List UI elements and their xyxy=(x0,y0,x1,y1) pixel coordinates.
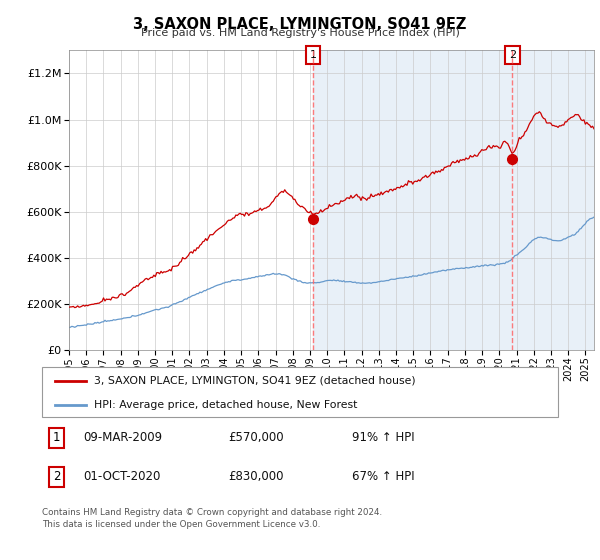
Text: £830,000: £830,000 xyxy=(228,470,283,483)
Text: 09-MAR-2009: 09-MAR-2009 xyxy=(83,431,163,445)
Text: HPI: Average price, detached house, New Forest: HPI: Average price, detached house, New … xyxy=(94,400,357,409)
Bar xyxy=(313,50,594,350)
Text: 2: 2 xyxy=(509,50,516,60)
FancyBboxPatch shape xyxy=(42,367,558,417)
Text: 3, SAXON PLACE, LYMINGTON, SO41 9EZ (detached house): 3, SAXON PLACE, LYMINGTON, SO41 9EZ (det… xyxy=(94,376,415,386)
Text: 2: 2 xyxy=(53,470,60,483)
Text: Contains HM Land Registry data © Crown copyright and database right 2024.
This d: Contains HM Land Registry data © Crown c… xyxy=(42,508,382,529)
Text: 01-OCT-2020: 01-OCT-2020 xyxy=(83,470,161,483)
Text: 1: 1 xyxy=(310,50,317,60)
Text: 91% ↑ HPI: 91% ↑ HPI xyxy=(352,431,414,445)
Text: 67% ↑ HPI: 67% ↑ HPI xyxy=(352,470,414,483)
Text: £570,000: £570,000 xyxy=(228,431,283,445)
Text: 3, SAXON PLACE, LYMINGTON, SO41 9EZ: 3, SAXON PLACE, LYMINGTON, SO41 9EZ xyxy=(133,17,467,32)
Text: Price paid vs. HM Land Registry's House Price Index (HPI): Price paid vs. HM Land Registry's House … xyxy=(140,28,460,38)
Text: 1: 1 xyxy=(53,431,60,445)
